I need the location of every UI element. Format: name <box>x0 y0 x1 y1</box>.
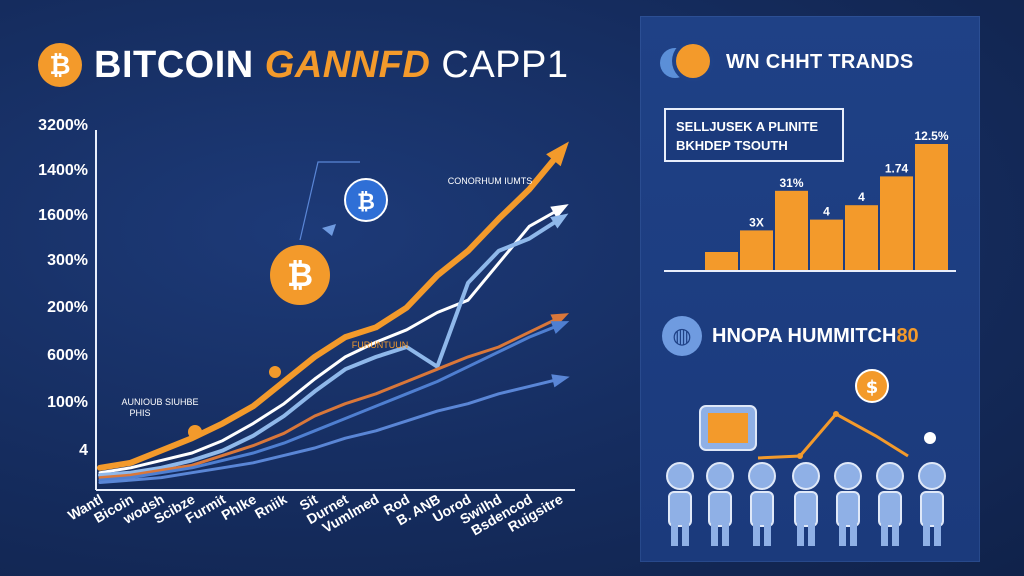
coin-pair-icon <box>660 42 716 82</box>
series-line <box>98 207 562 475</box>
notice-line-1: SELLJUSEK A PLINITE <box>676 119 819 134</box>
trends-header: WN CHHT TRANDS <box>660 42 914 82</box>
community-title-accent: 80 <box>896 324 919 347</box>
bar-label: 12.5% <box>914 129 948 143</box>
person-icon <box>706 462 734 546</box>
chart-annotation: FURUNTUUN <box>352 340 409 350</box>
svg-text:₿: ₿ <box>287 256 313 294</box>
network-node <box>833 411 839 417</box>
bar <box>845 205 878 270</box>
bar-label: 31% <box>779 176 803 190</box>
bar <box>740 230 773 270</box>
svg-text:$: $ <box>866 377 879 398</box>
chart-annotation: CONORHUM IUMTS <box>448 176 533 186</box>
y-tick-label: 4 <box>79 442 88 459</box>
spark-icon <box>322 224 336 236</box>
bar <box>880 176 913 270</box>
growth-line-chart: 3200%1400%1600%300%200%600%100%4WantlBic… <box>38 117 575 538</box>
y-tick-label: 100% <box>47 394 88 411</box>
trends-title: WN CHHT TRANDS <box>726 50 914 73</box>
series-line <box>98 216 562 478</box>
y-tick-label: 600% <box>47 347 88 364</box>
mini-bar-chart: 3X 31% 4 4 1.74 12.5% <box>664 129 956 272</box>
globe-icon: ◍ <box>662 316 702 356</box>
lock-icon <box>924 432 936 444</box>
page-title: BITCOIN GANNFD CAPP1 <box>94 44 569 87</box>
bitcoin-logo-icon: ₿ <box>38 43 82 87</box>
right-panel: WN CHHT TRANDS 3X 31% 4 4 1.74 12.5% SELLJUSE… <box>640 16 980 562</box>
person-icon <box>792 462 820 546</box>
network-line <box>757 412 909 460</box>
series-arrowhead <box>551 374 570 388</box>
network-node <box>797 453 803 459</box>
header: ₿ BITCOIN GANNFD CAPP1 <box>38 40 569 90</box>
tablet-icon <box>699 405 757 451</box>
y-tick-label: 200% <box>47 299 88 316</box>
notice-line-2: BKHDEP TSOUTH <box>676 138 788 153</box>
x-tick-label: Rniik <box>252 491 290 522</box>
series-arrowhead <box>546 141 569 167</box>
orange-coin-icon <box>676 44 710 78</box>
series-arrowhead <box>550 321 570 334</box>
series-arrowhead <box>550 213 569 229</box>
person-icon <box>666 462 694 546</box>
dollar-marker-icon <box>188 425 202 439</box>
title-word-1: BITCOIN <box>94 43 254 86</box>
bar-label: 3X <box>749 215 764 229</box>
dollar-coin-icon: $ <box>855 369 889 403</box>
y-tick-label: 1400% <box>38 162 88 179</box>
person-icon <box>918 462 946 546</box>
community-title: HNOPA HUMMITCH80 <box>712 325 919 348</box>
bar-label: 4 <box>823 205 830 219</box>
community-title-main: HNOPA HUMMITCH <box>712 324 897 347</box>
bitcoin-coin-icon: ₿ <box>270 245 330 305</box>
bar-label: 4 <box>858 190 865 204</box>
series-arrowhead <box>550 204 569 219</box>
person-icon <box>876 462 904 546</box>
series-line <box>98 315 562 480</box>
bar <box>915 144 948 270</box>
callout-line <box>299 161 360 241</box>
svg-text:₿: ₿ <box>357 190 375 215</box>
series-line <box>98 377 562 484</box>
chart-annotation: PHIS <box>129 408 150 418</box>
person-icon <box>834 462 862 546</box>
person-icon <box>748 462 776 546</box>
bitcoin-coin-small-icon: ₿ <box>344 178 388 222</box>
people-network-illustration: $ <box>666 369 946 546</box>
bar <box>775 190 808 270</box>
title-word-3: CAPP1 <box>441 43 569 86</box>
bar <box>810 219 843 270</box>
x-tick-label: Sit <box>297 491 321 514</box>
community-header: ◍ HNOPA HUMMITCH80 <box>662 316 919 356</box>
bar <box>705 252 738 270</box>
bar-label: 1.74 <box>885 161 909 175</box>
notice-box: SELLJUSEK A PLINITE BKHDEP TSOUTH <box>664 108 844 162</box>
dollar-marker-icon <box>269 366 281 378</box>
series-line <box>97 149 563 471</box>
y-tick-label: 3200% <box>38 117 88 134</box>
y-tick-label: 1600% <box>38 207 88 224</box>
y-tick-label: 300% <box>47 252 88 269</box>
series-line <box>98 323 562 482</box>
chart-annotation: AUNIOUB SIUHBE <box>121 397 198 407</box>
title-word-2: GANNFD <box>264 43 431 86</box>
